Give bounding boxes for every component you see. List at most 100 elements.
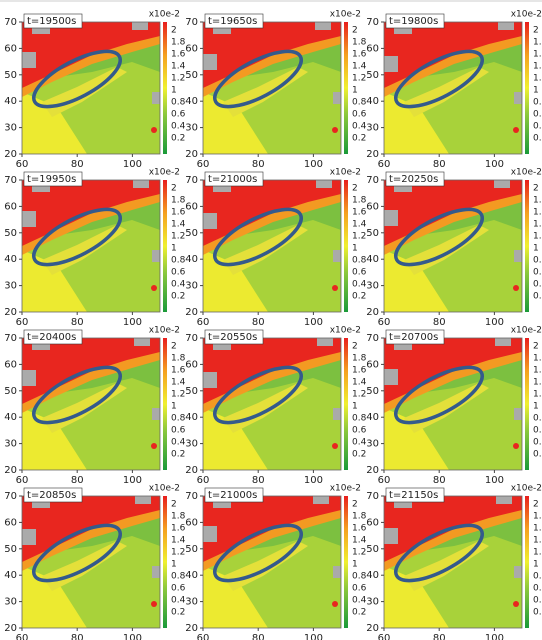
hot-spot [332,601,338,607]
colorbar-bar [525,496,529,628]
colorbar-tick-label: 2 [352,26,358,36]
x-tick-label: 80 [252,317,265,328]
highlight [32,49,122,109]
y-tick-label: 40 [4,412,17,423]
x-tick-label: 80 [252,159,265,170]
land [135,496,151,504]
panel: 60 80 100 20 30 40 50 60 70 t=19800s 0.2 0.4 0.6 0.8 1… [366,10,542,171]
colorbar-tick-label: 1.6 [352,50,367,60]
land [498,22,514,30]
colorbar-tick-label: 0.6 [171,584,186,594]
x-tick-label: 80 [71,159,84,170]
panel: 60 80 100 20 30 40 50 60 70 t=21150s 0.2 0.4 0.6 0.8 1… [366,484,542,640]
colorbar-tick-label: 1.4 [352,62,367,72]
colorbar-unit: x10e-2 [511,168,542,178]
y-tick-label: 20 [185,465,198,476]
colorbar-unit: x10e-2 [511,326,542,336]
y-tick-label: 20 [4,307,17,318]
land [203,526,217,542]
colorbar-tick-label: 1.2 [533,74,542,84]
colorbar-tick-label: 1.8 [171,38,186,48]
field-yellow [203,250,268,312]
colorbar-tick-label: 1.4 [352,378,367,388]
x-tick-label: 60 [197,317,210,328]
colorbar-tick-label: 1.2 [171,390,185,400]
colorbar-tick-label: 2 [352,342,358,352]
colorbar-tick-label: 1.8 [533,512,542,522]
plot-frame [383,337,523,471]
colorbar-tick-label: 1.2 [352,390,366,400]
colorbar-bar [344,22,348,154]
highlight [32,365,122,425]
time-label-box: t=20850s [23,487,83,503]
colorbar-tick-label: 1.8 [171,512,186,522]
field [384,338,522,470]
colorbar-tick-label: 0.8 [533,256,542,266]
highlight [394,207,484,267]
colorbar-tick-label: 1.2 [533,548,542,558]
colorbar-tick-label: 1.6 [171,524,186,534]
plot-frame [202,179,342,313]
x-tick-label: 100 [304,317,323,328]
time-label: t=19800s [389,16,438,27]
x-tick-label: 60 [378,317,391,328]
colorbar-tick-label: 0.4 [352,596,367,606]
colorbar-tick-label: 1 [352,560,358,570]
colorbar-unit: x10e-2 [330,326,361,336]
colorbar: 0.2 0.4 0.6 0.8 1 1.2 1.4 1.6 1.8 2 x10e-2 [149,10,186,154]
hot-spot [332,127,338,133]
y-tick-label: 30 [366,597,379,608]
colorbar-tick-label: 1.4 [533,62,542,72]
field-yellow [22,92,87,154]
colorbar-tick-label: 1.6 [171,50,186,60]
plot-frame [202,495,342,629]
colorbar-bar [163,22,167,154]
colorbar-tick-label: 1.6 [352,366,367,376]
x-tick-label: 60 [16,633,29,640]
y-tick-label: 20 [366,623,379,634]
colorbar-tick-label: 1.8 [352,196,367,206]
land [496,496,512,504]
colorbar-bar [525,338,529,470]
colorbar-tick-label: 0.6 [352,584,367,594]
land [317,338,333,346]
time-label-box: t=20700s [385,329,445,345]
colorbar-tick-label: 1.2 [533,390,542,400]
field-yellow [22,566,87,628]
y-tick-label: 30 [4,597,17,608]
y-tick-label: 30 [4,281,17,292]
field-yellow [203,92,268,154]
y-tick-label: 40 [4,570,17,581]
plot-frame [202,337,342,471]
colorbar-tick-label: 0.8 [352,414,367,424]
y-tick-label: 70 [366,17,379,28]
colorbar-bar [525,22,529,154]
colorbar-tick-label: 0.4 [533,122,542,132]
colorbar-unit: x10e-2 [330,10,361,20]
hot-spot [513,443,519,449]
colorbar: 0.2 0.4 0.6 0.8 1 1.2 1.4 1.6 1.8 2 x10e-2 [330,326,367,470]
land [315,22,331,30]
y-tick-label: 40 [366,570,379,581]
colorbar-tick-label: 1 [352,86,358,96]
colorbar-unit: x10e-2 [149,168,180,178]
panel: 60 80 100 20 30 40 50 60 70 t=19650s 0.2 0.4 0.6 0.8 1… [185,10,366,171]
highlight [394,49,484,109]
colorbar: 0.2 0.4 0.6 0.8 1 1.2 1.4 1.6 1.8 2 x10e-2 [330,168,367,312]
colorbar-tick-label: 0.2 [533,608,542,618]
plot-frame [383,495,523,629]
y-tick-label: 40 [185,96,198,107]
colorbar-tick-label: 0.8 [533,414,542,424]
land [384,369,398,385]
y-tick-label: 40 [366,254,379,265]
colorbar: 0.2 0.4 0.6 0.8 1 1.2 1.4 1.6 1.8 2 x10e-2 [511,326,542,470]
x-tick-label: 100 [123,317,142,328]
colorbar-tick-label: 0.4 [533,280,542,290]
y-tick-label: 30 [4,439,17,450]
y-tick-label: 40 [185,254,198,265]
x-tick-label: 100 [304,633,323,640]
field [22,180,160,312]
colorbar-tick-label: 0.2 [352,608,366,618]
colorbar-tick-label: 1 [171,86,177,96]
